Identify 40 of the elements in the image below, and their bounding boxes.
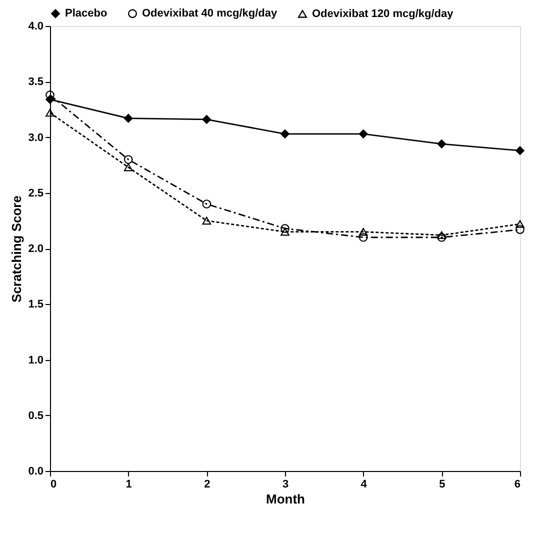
- y-tick-label: 1.0: [28, 354, 44, 366]
- y-tick-label: 3.5: [28, 76, 44, 88]
- x-tick-label: 0: [50, 478, 57, 490]
- point: [437, 231, 446, 240]
- y-tick-label: 2.5: [28, 187, 44, 200]
- point: [46, 108, 54, 117]
- point: [516, 225, 524, 234]
- point: [124, 114, 133, 123]
- y-tick-label: 4.0: [28, 20, 44, 32]
- point: [358, 228, 368, 236]
- point: [202, 115, 212, 124]
- point: [516, 220, 524, 228]
- y-tick-label: 0.5: [28, 410, 44, 422]
- x-tick-label: 4: [360, 478, 368, 490]
- point: [437, 140, 446, 148]
- point: [358, 232, 368, 242]
- point: [280, 224, 290, 233]
- point: [358, 129, 368, 138]
- x-tick-label: 2: [204, 478, 210, 490]
- point: [202, 200, 212, 208]
- point: [124, 155, 133, 164]
- y-tick-label: 3.0: [28, 132, 44, 144]
- legend-label: Odevixibat 40 mcg/kg/day: [142, 8, 278, 20]
- x-tick-label: 5: [439, 478, 446, 490]
- point: [280, 228, 290, 236]
- y-tick-label: 0.0: [28, 466, 44, 478]
- point: [202, 216, 212, 225]
- y-tick-label: 1.5: [28, 298, 44, 311]
- y-axis-title: Scratching Score: [9, 196, 24, 302]
- legend-label: Placebo: [65, 8, 108, 20]
- x-tick-label: 1: [126, 478, 132, 490]
- point: [280, 129, 290, 138]
- x-tick-label: 3: [282, 478, 289, 490]
- x-axis-title: Month: [266, 492, 306, 506]
- x-tick-label: 6: [514, 478, 520, 490]
- legend-label: Odevixibat 120 mcg/kg/day: [312, 8, 454, 20]
- point: [516, 146, 524, 156]
- y-tick-label: 2.0: [28, 243, 44, 255]
- point: [124, 163, 133, 172]
- point: [437, 232, 446, 242]
